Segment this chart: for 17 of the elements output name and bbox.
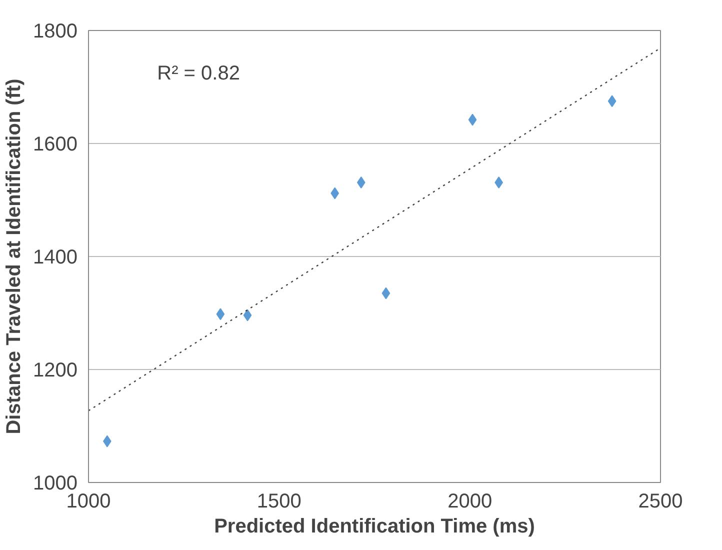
y-tick-label: 1600: [33, 134, 78, 156]
x-axis-title: Predicted Identification Time (ms): [214, 516, 535, 538]
point: [608, 95, 616, 108]
point: [330, 187, 340, 200]
point: [243, 309, 252, 322]
point: [468, 114, 477, 126]
annotation: R² = 0.82: [157, 62, 240, 85]
x-tick-label: 2500: [638, 490, 683, 512]
y-axis-title: Distance Traveled at Identification (ft): [3, 78, 26, 434]
y-tick-label: 1800: [33, 20, 78, 42]
x-tick-label: 2000: [448, 490, 492, 512]
y-tick-label: 1400: [33, 246, 78, 268]
y-tick-label: 1200: [33, 360, 78, 382]
point: [356, 176, 366, 188]
point: [382, 287, 390, 300]
x-tick-label: 1500: [256, 490, 302, 512]
point: [216, 308, 225, 320]
